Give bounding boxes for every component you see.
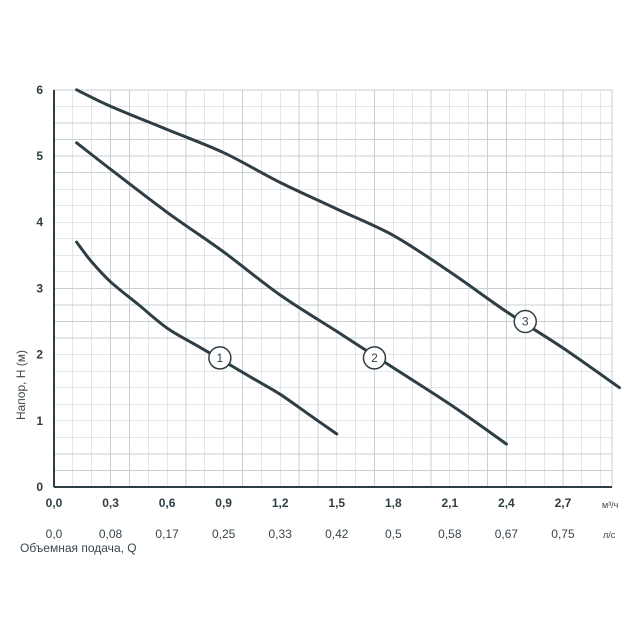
x-tick-label: 0,9 [215, 496, 232, 510]
y-tick-label: 4 [36, 215, 43, 229]
curve-marker-3 [513, 309, 537, 334]
y-tick-label: 2 [36, 348, 43, 362]
axes [53, 90, 612, 488]
x2-tick-label: 0,0 [46, 527, 63, 541]
x2-tick-label: 0,58 [438, 527, 462, 541]
curve-marker-label-2: 2 [371, 351, 378, 365]
curve-2 [75, 141, 508, 446]
x-axis-title: Объемная подача, Q [20, 541, 137, 555]
x-tick-label: 0,3 [102, 496, 119, 510]
x2-tick-label: 0,17 [155, 527, 179, 541]
x-tick-label: 2,7 [555, 496, 572, 510]
curve-marker-label-3: 3 [522, 315, 529, 329]
x2-tick-label: 0,5 [385, 527, 402, 541]
curve-marker-1 [208, 346, 232, 370]
x-tick-label: 1,2 [272, 496, 289, 510]
x2-tick-label: 0,75 [551, 527, 575, 541]
tick-labels: 0 1 2 3 4 5 6 0,0 0,3 0,6 0,9 1,2 1,5 1,8 2,1 2,4 2,7 0,0… [36, 83, 575, 541]
curve-marker-2 [362, 346, 387, 370]
y-tick-label: 6 [36, 83, 43, 97]
x-tick-label: 1,5 [328, 496, 345, 510]
y-tick-label: 1 [36, 414, 43, 428]
grid [53, 89, 613, 488]
x2-tick-label: 0,25 [212, 527, 236, 541]
x2-tick-label: 0,33 [269, 527, 293, 541]
x2-tick-label: 0,42 [325, 527, 349, 541]
curves [75, 88, 621, 446]
y-tick-label: 0 [36, 480, 43, 494]
x-tick-label: 2,1 [442, 496, 459, 510]
x-unit-label: м³/ч [602, 500, 619, 510]
x-tick-label: 1,8 [385, 496, 402, 510]
curve-markers: 1 2 3 [208, 309, 537, 370]
y-axis-title: Напор, Н (м) [14, 350, 28, 420]
x-tick-label: 0,6 [159, 496, 176, 510]
x-tick-label: 0,0 [46, 496, 63, 510]
x2-tick-label: 0,67 [495, 527, 519, 541]
curve-marker-label-1: 1 [217, 351, 224, 365]
x2-unit-label: л/с [603, 530, 616, 540]
y-tick-label: 5 [36, 149, 43, 163]
y-tick-label: 3 [36, 281, 43, 295]
x2-tick-label: 0,08 [99, 527, 123, 541]
x-tick-label: 2,4 [498, 496, 515, 510]
curve-1 [75, 240, 339, 436]
